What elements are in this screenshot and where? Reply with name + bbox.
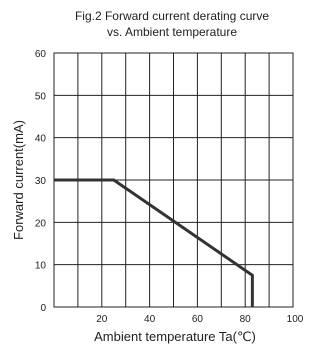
x-tick-label: 60 — [192, 314, 204, 325]
y-tick-label: 0 — [40, 303, 46, 314]
x-tick-label: 40 — [144, 314, 156, 325]
chart-title-line-2: vs. Ambient temperature — [107, 25, 237, 39]
chart-title-line-1: Fig.2 Forward current derating curve — [75, 9, 269, 23]
series-layer — [54, 178, 254, 307]
x-tick-labels: 20 40 60 80 100 — [96, 314, 304, 325]
x-tick-label: 100 — [287, 314, 304, 325]
y-axis-label: Forward current(mA) — [11, 120, 26, 240]
x-axis-label: Ambient temperature Ta(℃) — [94, 329, 256, 344]
x-tick-label: 80 — [240, 314, 252, 325]
y-tick-labels: 0 10 20 30 40 50 60 — [35, 49, 47, 314]
y-tick-label: 60 — [35, 49, 47, 60]
y-tick-label: 40 — [35, 134, 47, 145]
y-tick-label: 20 — [35, 218, 47, 229]
y-tick-label: 10 — [35, 261, 47, 272]
x-tick-label: 20 — [96, 314, 108, 325]
y-tick-label: 50 — [35, 91, 47, 102]
y-tick-label: 30 — [35, 176, 47, 187]
series-line — [54, 178, 254, 307]
